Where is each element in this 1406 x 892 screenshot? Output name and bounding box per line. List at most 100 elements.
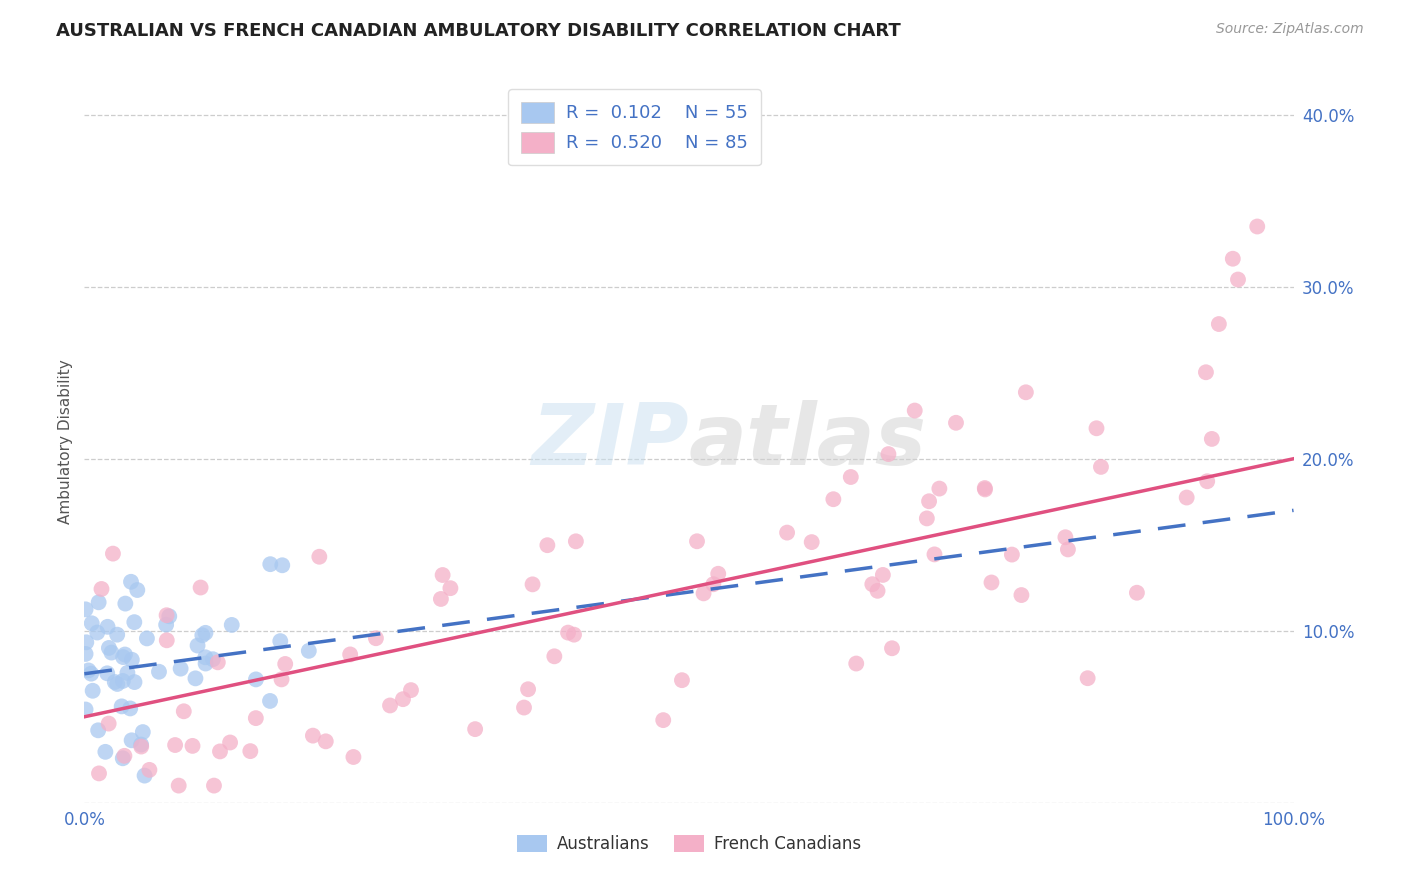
Point <box>221 618 243 632</box>
Point <box>97 620 120 634</box>
Point <box>800 535 823 549</box>
Point <box>517 682 540 697</box>
Point <box>184 671 207 685</box>
Point <box>165 738 187 752</box>
Point <box>1222 252 1244 266</box>
Point <box>124 615 146 629</box>
Point <box>80 666 103 681</box>
Point <box>101 547 124 561</box>
Point <box>399 683 422 698</box>
Text: Source: ZipAtlas.com: Source: ZipAtlas.com <box>1216 22 1364 37</box>
Point <box>120 701 142 715</box>
Point <box>565 534 588 549</box>
Point <box>980 575 1002 590</box>
Point <box>880 641 903 656</box>
Point <box>1077 671 1099 685</box>
Point <box>652 713 675 727</box>
Point <box>270 673 292 687</box>
Point <box>274 657 297 671</box>
Point <box>686 534 709 549</box>
Point <box>1090 459 1112 474</box>
Point <box>259 694 281 708</box>
Point <box>104 675 127 690</box>
Point <box>77 664 100 678</box>
Point <box>1175 491 1198 505</box>
Point <box>114 597 136 611</box>
Point <box>90 582 112 596</box>
Point <box>522 577 544 591</box>
Point <box>1010 588 1032 602</box>
Point <box>112 748 135 763</box>
Point <box>75 647 97 661</box>
Point <box>1085 421 1108 435</box>
Point <box>155 617 177 632</box>
Point <box>671 673 693 688</box>
Point <box>928 482 950 496</box>
Point <box>169 662 191 676</box>
Point <box>1197 475 1219 489</box>
Point <box>121 733 143 747</box>
Point <box>127 582 149 597</box>
Point <box>191 628 214 642</box>
Point <box>155 608 177 623</box>
Point <box>111 673 134 688</box>
Point <box>75 702 97 716</box>
Point <box>430 591 453 606</box>
Point <box>129 739 152 754</box>
Point <box>148 665 170 679</box>
Point <box>464 722 486 736</box>
Text: atlas: atlas <box>689 400 927 483</box>
Point <box>513 700 536 714</box>
Y-axis label: Ambulatory Disability: Ambulatory Disability <box>58 359 73 524</box>
Point <box>97 640 120 655</box>
Point <box>173 704 195 718</box>
Text: ZIP: ZIP <box>531 400 689 483</box>
Point <box>432 568 454 582</box>
Legend: Australians, French Canadians: Australians, French Canadians <box>510 828 868 860</box>
Point <box>208 744 231 758</box>
Point <box>156 633 179 648</box>
Point <box>86 625 108 640</box>
Point <box>924 548 946 562</box>
Point <box>1208 317 1230 331</box>
Point <box>167 779 190 793</box>
Point <box>121 653 143 667</box>
Point <box>269 634 291 648</box>
Point <box>308 549 330 564</box>
Point <box>245 673 267 687</box>
Point <box>207 656 229 670</box>
Text: AUSTRALIAN VS FRENCH CANADIAN AMBULATORY DISABILITY CORRELATION CHART: AUSTRALIAN VS FRENCH CANADIAN AMBULATORY… <box>56 22 901 40</box>
Point <box>439 581 461 595</box>
Point <box>194 625 217 640</box>
Point <box>298 644 321 658</box>
Point <box>105 628 128 642</box>
Point <box>342 750 364 764</box>
Point <box>82 683 104 698</box>
Point <box>974 483 997 497</box>
Point <box>271 558 294 573</box>
Point <box>112 650 135 665</box>
Point <box>1126 585 1149 599</box>
Point <box>543 649 565 664</box>
Point <box>1227 272 1250 286</box>
Point <box>134 769 156 783</box>
Point <box>866 583 889 598</box>
Point <box>202 779 225 793</box>
Point <box>190 581 212 595</box>
Point <box>776 525 799 540</box>
Point <box>75 635 97 649</box>
Point <box>245 711 267 725</box>
Point <box>702 577 724 591</box>
Point <box>339 648 361 662</box>
Point <box>973 481 995 495</box>
Point <box>94 745 117 759</box>
Point <box>120 574 142 589</box>
Point <box>378 698 401 713</box>
Point <box>1195 365 1218 379</box>
Point <box>117 665 139 680</box>
Point <box>536 538 558 552</box>
Point <box>87 766 110 780</box>
Point <box>187 639 209 653</box>
Point <box>194 657 217 671</box>
Point <box>80 616 103 631</box>
